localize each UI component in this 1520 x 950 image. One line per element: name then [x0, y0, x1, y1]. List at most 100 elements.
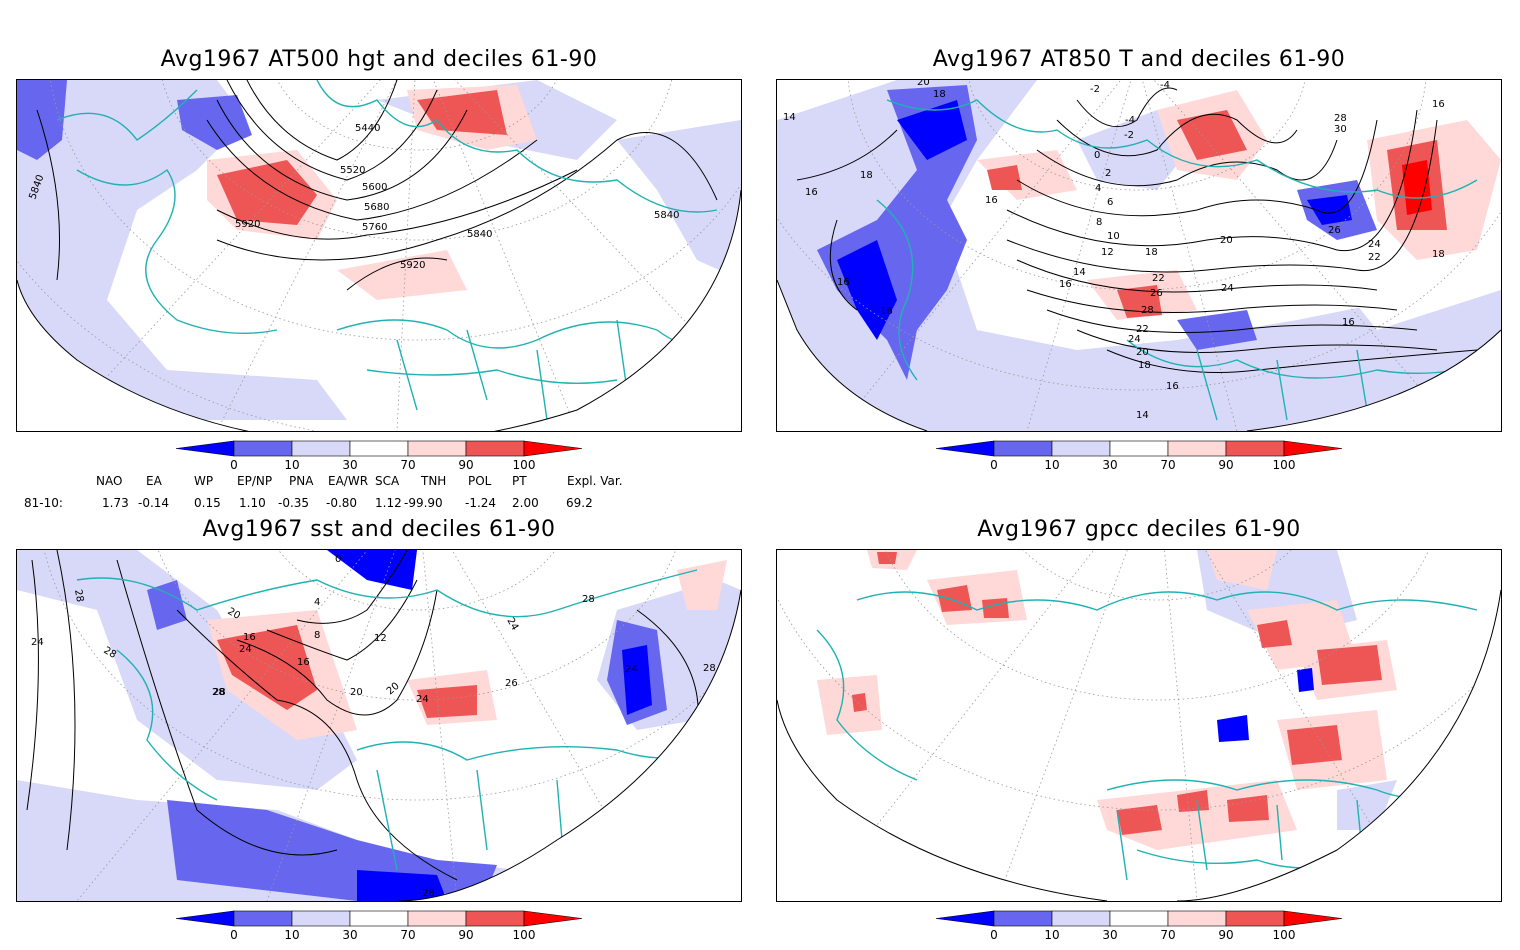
colorbar-tick-label: 0: [990, 458, 998, 472]
index-value: 0.15: [194, 496, 221, 510]
colorbar-bottom-left: 0 10 30 70 90 100: [175, 910, 586, 950]
contour-label: 16: [985, 195, 998, 206]
colorbar-tick-label: 90: [458, 458, 473, 472]
contour-label: 24: [1128, 334, 1141, 345]
colorbar-tick-label: 0: [230, 458, 238, 472]
shade-pink: [977, 150, 1077, 200]
index-header: EA/WR: [328, 474, 369, 488]
contour-label: 5920: [400, 260, 425, 271]
colorbar-tick-label: 0: [230, 928, 238, 942]
contour-label: 16: [880, 306, 893, 317]
index-header: SCA: [375, 474, 400, 488]
colorbar-segment: [233, 440, 293, 457]
index-header: PNA: [289, 474, 314, 488]
colorbar-segment: [1283, 910, 1343, 927]
precip-speckle: [817, 550, 1397, 850]
colorbar-segment: [349, 910, 409, 927]
colorbar-segment: [407, 440, 467, 457]
colorbar-tick-label: 100: [1273, 928, 1296, 942]
contour-label: 16: [1166, 381, 1179, 392]
index-value: 69.2: [566, 496, 593, 510]
index-value: -0.80: [326, 496, 358, 510]
colorbar-tick-label: 70: [400, 458, 415, 472]
map-canvas: [777, 550, 1501, 901]
index-value: -0.35: [278, 496, 310, 510]
shade-blue: [147, 580, 187, 630]
colorbar-segment: [175, 910, 235, 927]
contour-label: 18: [1145, 247, 1158, 258]
colorbar-tick-label: 30: [1102, 928, 1117, 942]
shade-red: [982, 598, 1009, 618]
contour-label: -4: [1125, 115, 1135, 126]
contours: [796, 87, 1478, 373]
contours: [36, 80, 718, 291]
shade-red: [877, 552, 897, 564]
shade-dark-blue: [1307, 195, 1352, 225]
shade-dark-red: [1402, 160, 1432, 215]
colorbar-tick-label: 70: [1160, 458, 1175, 472]
contour-label: 5680: [364, 202, 389, 213]
shade-dark-blue: [837, 240, 897, 340]
contour-label: 16: [243, 632, 256, 643]
colorbar-segment: [523, 910, 583, 927]
colorbar-tick-label: 30: [342, 928, 357, 942]
map-at500: 5840 5440 5520 5600 5680 5760 5920 5840 …: [16, 79, 742, 432]
contour-label: 14: [1073, 267, 1086, 278]
map-canvas: 28 24 28 28 20 16 24 8 12 16 20 4 0 24 2…: [17, 550, 741, 901]
shade-dark-blue: [1297, 668, 1314, 692]
contour-label: 5520: [340, 165, 365, 176]
contour-label: 6: [1107, 197, 1113, 208]
contour-label: 5760: [362, 222, 387, 233]
index-header: TNH: [421, 474, 447, 488]
contour-label: 26: [1150, 288, 1163, 299]
shade-pink: [817, 675, 882, 735]
index-header: EA: [146, 474, 162, 488]
index-header: NAO: [96, 474, 123, 488]
colorbar-tick-label: 90: [1218, 458, 1233, 472]
colorbar-segment: [993, 910, 1053, 927]
colorbar-tick-label: 10: [284, 458, 299, 472]
contour-label: 30: [1334, 124, 1347, 135]
contour-label: 8: [314, 630, 320, 641]
shade-dark-blue: [622, 645, 652, 715]
panel-title: Avg1967 gpcc deciles 61-90: [977, 517, 1301, 542]
colorbar-svg: 0 10 30 70 90 100: [935, 910, 1343, 942]
panel-title: Avg1967 AT850 T and deciles 61-90: [932, 47, 1346, 72]
index-row-label: 81-10:: [24, 496, 63, 510]
contour-label: 28: [212, 687, 225, 698]
contour-label: 20: [917, 80, 930, 88]
contour-label: -2: [1090, 84, 1100, 95]
contour-label: 8: [1096, 217, 1102, 228]
index-value: 1.12: [375, 496, 402, 510]
contour-label: 2: [1105, 168, 1111, 179]
colorbar-segment: [1109, 910, 1169, 927]
colorbar-bottom-right: 0 10 30 70 90 100: [935, 910, 1346, 950]
panel-title: Avg1967 sst and deciles 61-90: [202, 517, 556, 542]
colorbar-segment: [935, 910, 995, 927]
colorbar-tick-label: 10: [284, 928, 299, 942]
contour-label: 16: [297, 657, 310, 668]
contour-label: 16: [805, 187, 818, 198]
contour-label: 18: [1138, 360, 1151, 371]
contour-labels: 5840 5440 5520 5600 5680 5760 5920 5840 …: [27, 123, 679, 271]
colorbar-segment: [349, 440, 409, 457]
shade-dark-blue: [357, 870, 447, 901]
shade-pink: [1207, 550, 1277, 590]
colorbar-segment: [291, 910, 351, 927]
shade-red: [1317, 645, 1382, 685]
colorbar-tick-label: 30: [342, 458, 357, 472]
map-gpcc: [776, 549, 1502, 902]
colorbar-tick-label: 100: [513, 458, 536, 472]
colorbar-segment: [1051, 910, 1111, 927]
contour-label: 28: [422, 888, 435, 899]
contour-label: 20: [350, 687, 363, 698]
shade-dark-blue: [327, 550, 417, 590]
contour-label: 18: [1432, 249, 1445, 260]
contour-label: 24: [31, 637, 44, 648]
index-value: 1.10: [239, 496, 266, 510]
contour-label: 28: [213, 687, 226, 698]
shade-blue: [1177, 310, 1257, 350]
shade-light-blue: [617, 120, 741, 280]
colorbar-svg: 0 10 30 70 90 100: [935, 440, 1343, 472]
index-header: PT: [512, 474, 527, 488]
